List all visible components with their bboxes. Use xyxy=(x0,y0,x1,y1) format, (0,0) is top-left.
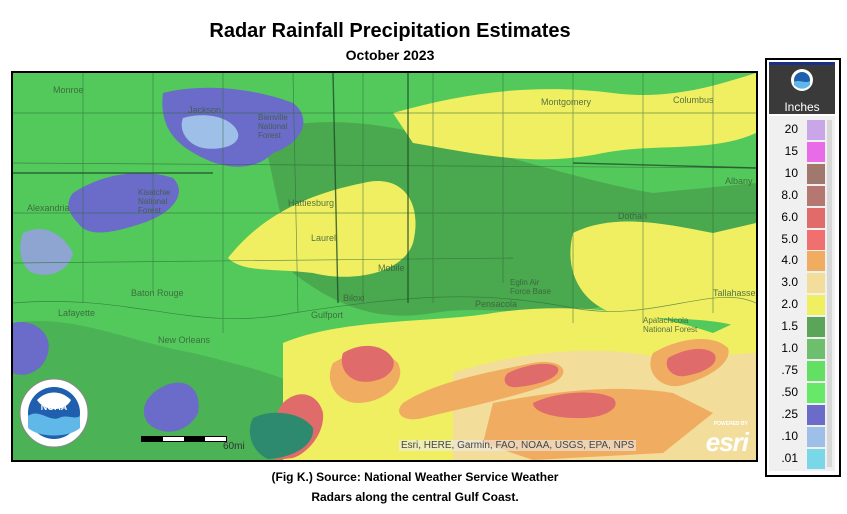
legend-swatch xyxy=(807,360,825,381)
legend-item: 20 xyxy=(769,118,835,141)
legend-scrollbar[interactable] xyxy=(827,120,832,467)
city-label: Lafayette xyxy=(58,308,96,318)
legend-item: 8.0 xyxy=(769,184,835,207)
legend-item-label: .50 xyxy=(781,384,798,399)
legend-item: 15 xyxy=(769,140,835,163)
city-label: Jackson xyxy=(188,105,222,115)
legend-swatch xyxy=(807,207,825,228)
legend-item: .50 xyxy=(769,381,835,404)
legend-item: .01 xyxy=(769,447,835,470)
legend-item: 5.0 xyxy=(769,228,835,251)
city-label: Alexandria xyxy=(27,203,70,213)
legend-swatch xyxy=(807,120,825,140)
city-label: Laurel xyxy=(311,233,337,243)
city-label: Mobile xyxy=(378,263,405,273)
legend-item-label: .10 xyxy=(781,428,798,443)
noaa-logo: NOAA xyxy=(19,378,89,448)
legend-header: Inches xyxy=(769,62,835,114)
legend-swatch xyxy=(807,382,825,403)
legend-item-label: 4.0 xyxy=(781,253,798,268)
legend-swatch xyxy=(807,339,825,359)
map-subtitle: October 2023 xyxy=(345,47,435,63)
city-label: Dothan xyxy=(618,211,648,221)
esri-logo: esri xyxy=(705,427,749,457)
legend-item-label: 8.0 xyxy=(781,187,798,202)
legend-item: 4.0 xyxy=(769,249,835,272)
city-label: Bienville National Forest xyxy=(258,113,288,140)
city-label: Hattiesburg xyxy=(288,198,335,208)
scale-label: 60mi xyxy=(223,441,245,452)
city-label: Tallahassee xyxy=(713,288,758,298)
legend-item-label: 20 xyxy=(784,122,798,136)
legend-swatch xyxy=(807,163,825,184)
legend-swatch xyxy=(807,141,825,162)
legend-swatch xyxy=(807,185,825,206)
legend-item: 6.0 xyxy=(769,206,835,229)
legend-item: .25 xyxy=(769,403,835,426)
legend-item-label: 6.0 xyxy=(781,209,798,224)
city-label: Baton Rouge xyxy=(131,288,184,298)
legend-item-label: 3.0 xyxy=(781,275,798,290)
legend-swatch xyxy=(807,317,825,338)
city-label: New Orleans xyxy=(158,335,211,345)
noaa-small-icon xyxy=(791,69,813,91)
legend-scale[interactable]: 20 15 10 8.0 6.0 5.0 4.0 3.0 2.0 1.5 1.0 .75 .50 .25.… xyxy=(769,116,835,471)
city-label: Monroe xyxy=(53,85,84,95)
noaa-logo-icon: NOAA xyxy=(19,378,89,448)
noaa-text: NOAA xyxy=(41,402,68,412)
city-label: Gulfport xyxy=(311,310,344,320)
legend-item-label: 15 xyxy=(784,143,798,158)
legend-item: 3.0 xyxy=(769,271,835,294)
scale-bar xyxy=(141,436,227,442)
map-title: Radar Rainfall Precipitation Estimates xyxy=(209,20,571,42)
legend-item-label: 5.0 xyxy=(781,231,798,246)
precipitation-legend: Inches 20 15 10 8.0 6.0 5.0 4.0 3.0 2.0 1.5 1.0 .75… xyxy=(765,58,841,477)
city-label: Eglin Air Force Base xyxy=(510,278,551,296)
city-label: Apalachicola National Forest xyxy=(643,316,698,334)
legend-item: 1.0 xyxy=(769,337,835,360)
legend-swatch xyxy=(807,229,825,250)
city-label: Albany xyxy=(725,176,753,186)
esri-powered-by: POWERED BY xyxy=(713,421,748,427)
legend-item-label: 1.5 xyxy=(781,319,798,334)
legend-swatch xyxy=(807,426,825,447)
legend-swatch xyxy=(807,295,825,316)
legend-swatch xyxy=(807,273,825,294)
figure-caption-line1: (Fig K.) Source: National Weather Servic… xyxy=(271,470,559,484)
legend-item: .10 xyxy=(769,425,835,448)
legend-item-label: .25 xyxy=(781,406,798,421)
legend-swatch xyxy=(807,251,825,272)
legend-swatch xyxy=(807,448,825,469)
legend-item-label: .75 xyxy=(781,362,798,377)
legend-item: 2.0 xyxy=(769,293,835,316)
map-attribution: Esri, HERE, Garmin, FAO, NOAA, USGS, EPA… xyxy=(399,440,637,451)
legend-item: 1.5 xyxy=(769,315,835,338)
city-label: Kisatchie National Forest xyxy=(138,188,171,215)
legend-item-label: .01 xyxy=(781,450,798,465)
legend-unit: Inches xyxy=(784,100,820,114)
legend-item-label: 10 xyxy=(784,165,798,180)
figure-caption-line2: Radars along the central Gulf Coast. xyxy=(311,490,519,504)
legend-item-label: 1.0 xyxy=(781,341,798,355)
legend-item-label: 2.0 xyxy=(781,297,798,312)
rainfall-map[interactable]: Monroe Jackson Bienville National Forest… xyxy=(11,71,758,462)
legend-swatch xyxy=(807,404,825,425)
city-label: Columbus xyxy=(673,95,714,105)
city-label: Pensacola xyxy=(475,299,518,309)
legend-item: 10 xyxy=(769,162,835,185)
city-label: Biloxi xyxy=(343,293,365,303)
city-label: Montgomery xyxy=(541,97,592,107)
legend-item: .75 xyxy=(769,359,835,382)
